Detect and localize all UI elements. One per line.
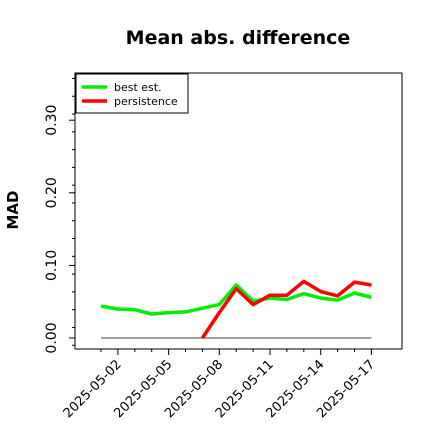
plot-frame — [74, 72, 403, 350]
legend: best est.persistence — [75, 73, 189, 114]
series-line-best-est — [100, 283, 372, 316]
y-tick-label: 0.10 — [44, 250, 60, 281]
y-tick-label: 0.00 — [44, 322, 60, 353]
y-axis: 0.00 0.10 0.20 0.30 — [44, 77, 75, 354]
y-tick-label: 0.20 — [44, 177, 60, 208]
legend-label: persistence — [114, 95, 178, 108]
y-tick-label: 0.30 — [44, 105, 60, 136]
plot-lines — [100, 279, 372, 339]
chart-title: Mean abs. difference — [126, 27, 351, 49]
x-axis: 2025-05-022025-05-052025-05-082025-05-11… — [61, 349, 378, 421]
legend-box — [75, 73, 189, 114]
legend-label: best est. — [114, 81, 162, 94]
y-axis-label: MAD — [4, 191, 22, 230]
series-line-persistence — [200, 279, 372, 339]
